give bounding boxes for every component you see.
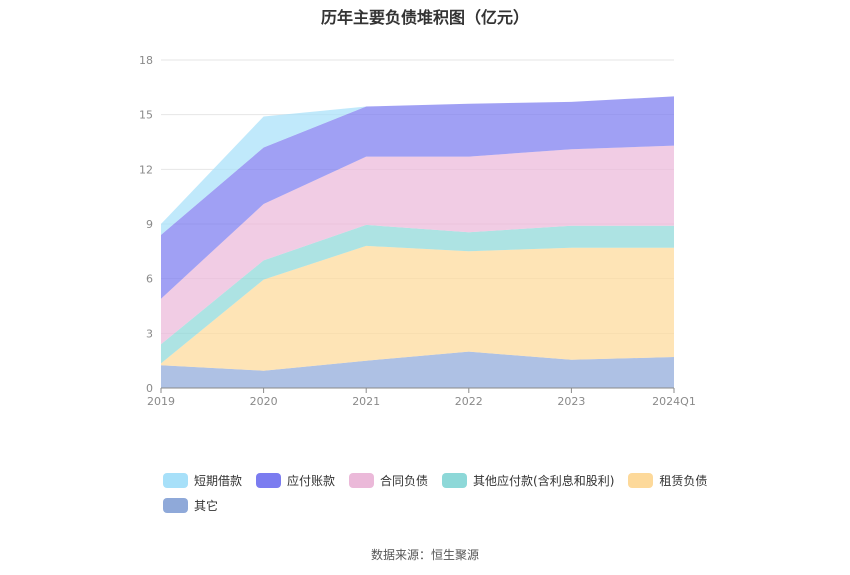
area-series — [161, 96, 674, 388]
y-tick-label: 3 — [146, 327, 153, 340]
legend-item[interactable]: 应付账款 — [256, 472, 335, 489]
legend-swatch — [163, 498, 188, 513]
area-series-0[interactable] — [161, 351, 674, 388]
legend-swatch — [256, 473, 282, 488]
y-tick-label: 6 — [146, 273, 153, 286]
legend-item[interactable]: 租赁负债 — [628, 472, 707, 489]
x-tick-label: 2022 — [455, 395, 483, 408]
legend-item[interactable]: 其他应付款(含利息和股利) — [442, 472, 614, 489]
legend-swatch — [349, 473, 375, 488]
y-tick-label: 15 — [139, 109, 153, 122]
chart-title: 历年主要负债堆积图（亿元） — [320, 8, 529, 27]
x-tick-label: 2023 — [557, 395, 585, 408]
legend-label: 合同负债 — [380, 474, 429, 488]
area-series-5[interactable] — [161, 96, 674, 235]
axes: 0 3 6 9 12 15 18 2019 2020 2021 2022 2023 2024Q1 — [139, 54, 696, 408]
legend-swatch — [442, 473, 468, 488]
legend-item[interactable]: 其它 — [163, 497, 218, 514]
y-tick-label: 18 — [139, 54, 153, 67]
x-tick-label: 2019 — [147, 395, 175, 408]
y-tick-label: 12 — [139, 163, 153, 176]
y-tick-label: 0 — [146, 382, 153, 395]
legend-label: 应付账款 — [287, 474, 336, 488]
x-tick-label: 2024Q1 — [652, 395, 696, 408]
legend-item[interactable]: 合同负债 — [349, 472, 428, 489]
x-tick-label: 2021 — [352, 395, 380, 408]
legend-swatch — [628, 473, 654, 488]
legend: 短期借款 应付账款 合同负债 其他应付款(含利息和股利) 租赁负债其它 — [163, 472, 723, 514]
area-series-3[interactable] — [161, 145, 674, 345]
legend-label: 短期借款 — [194, 474, 243, 488]
x-tick-label: 2020 — [250, 395, 278, 408]
y-tick-label: 9 — [146, 218, 153, 231]
legend-label: 租赁负债 — [659, 474, 708, 488]
legend-label: 其他应付款(含利息和股利) — [473, 474, 615, 488]
area-series-2[interactable] — [161, 224, 674, 364]
area-series-4[interactable] — [161, 96, 674, 299]
area-series-1[interactable] — [161, 245, 674, 371]
legend-swatch — [163, 473, 188, 488]
legend-label: 其它 — [194, 499, 219, 513]
source-note: 数据来源：恒生聚源 — [370, 548, 479, 562]
legend-item[interactable]: 短期借款 — [163, 472, 242, 489]
